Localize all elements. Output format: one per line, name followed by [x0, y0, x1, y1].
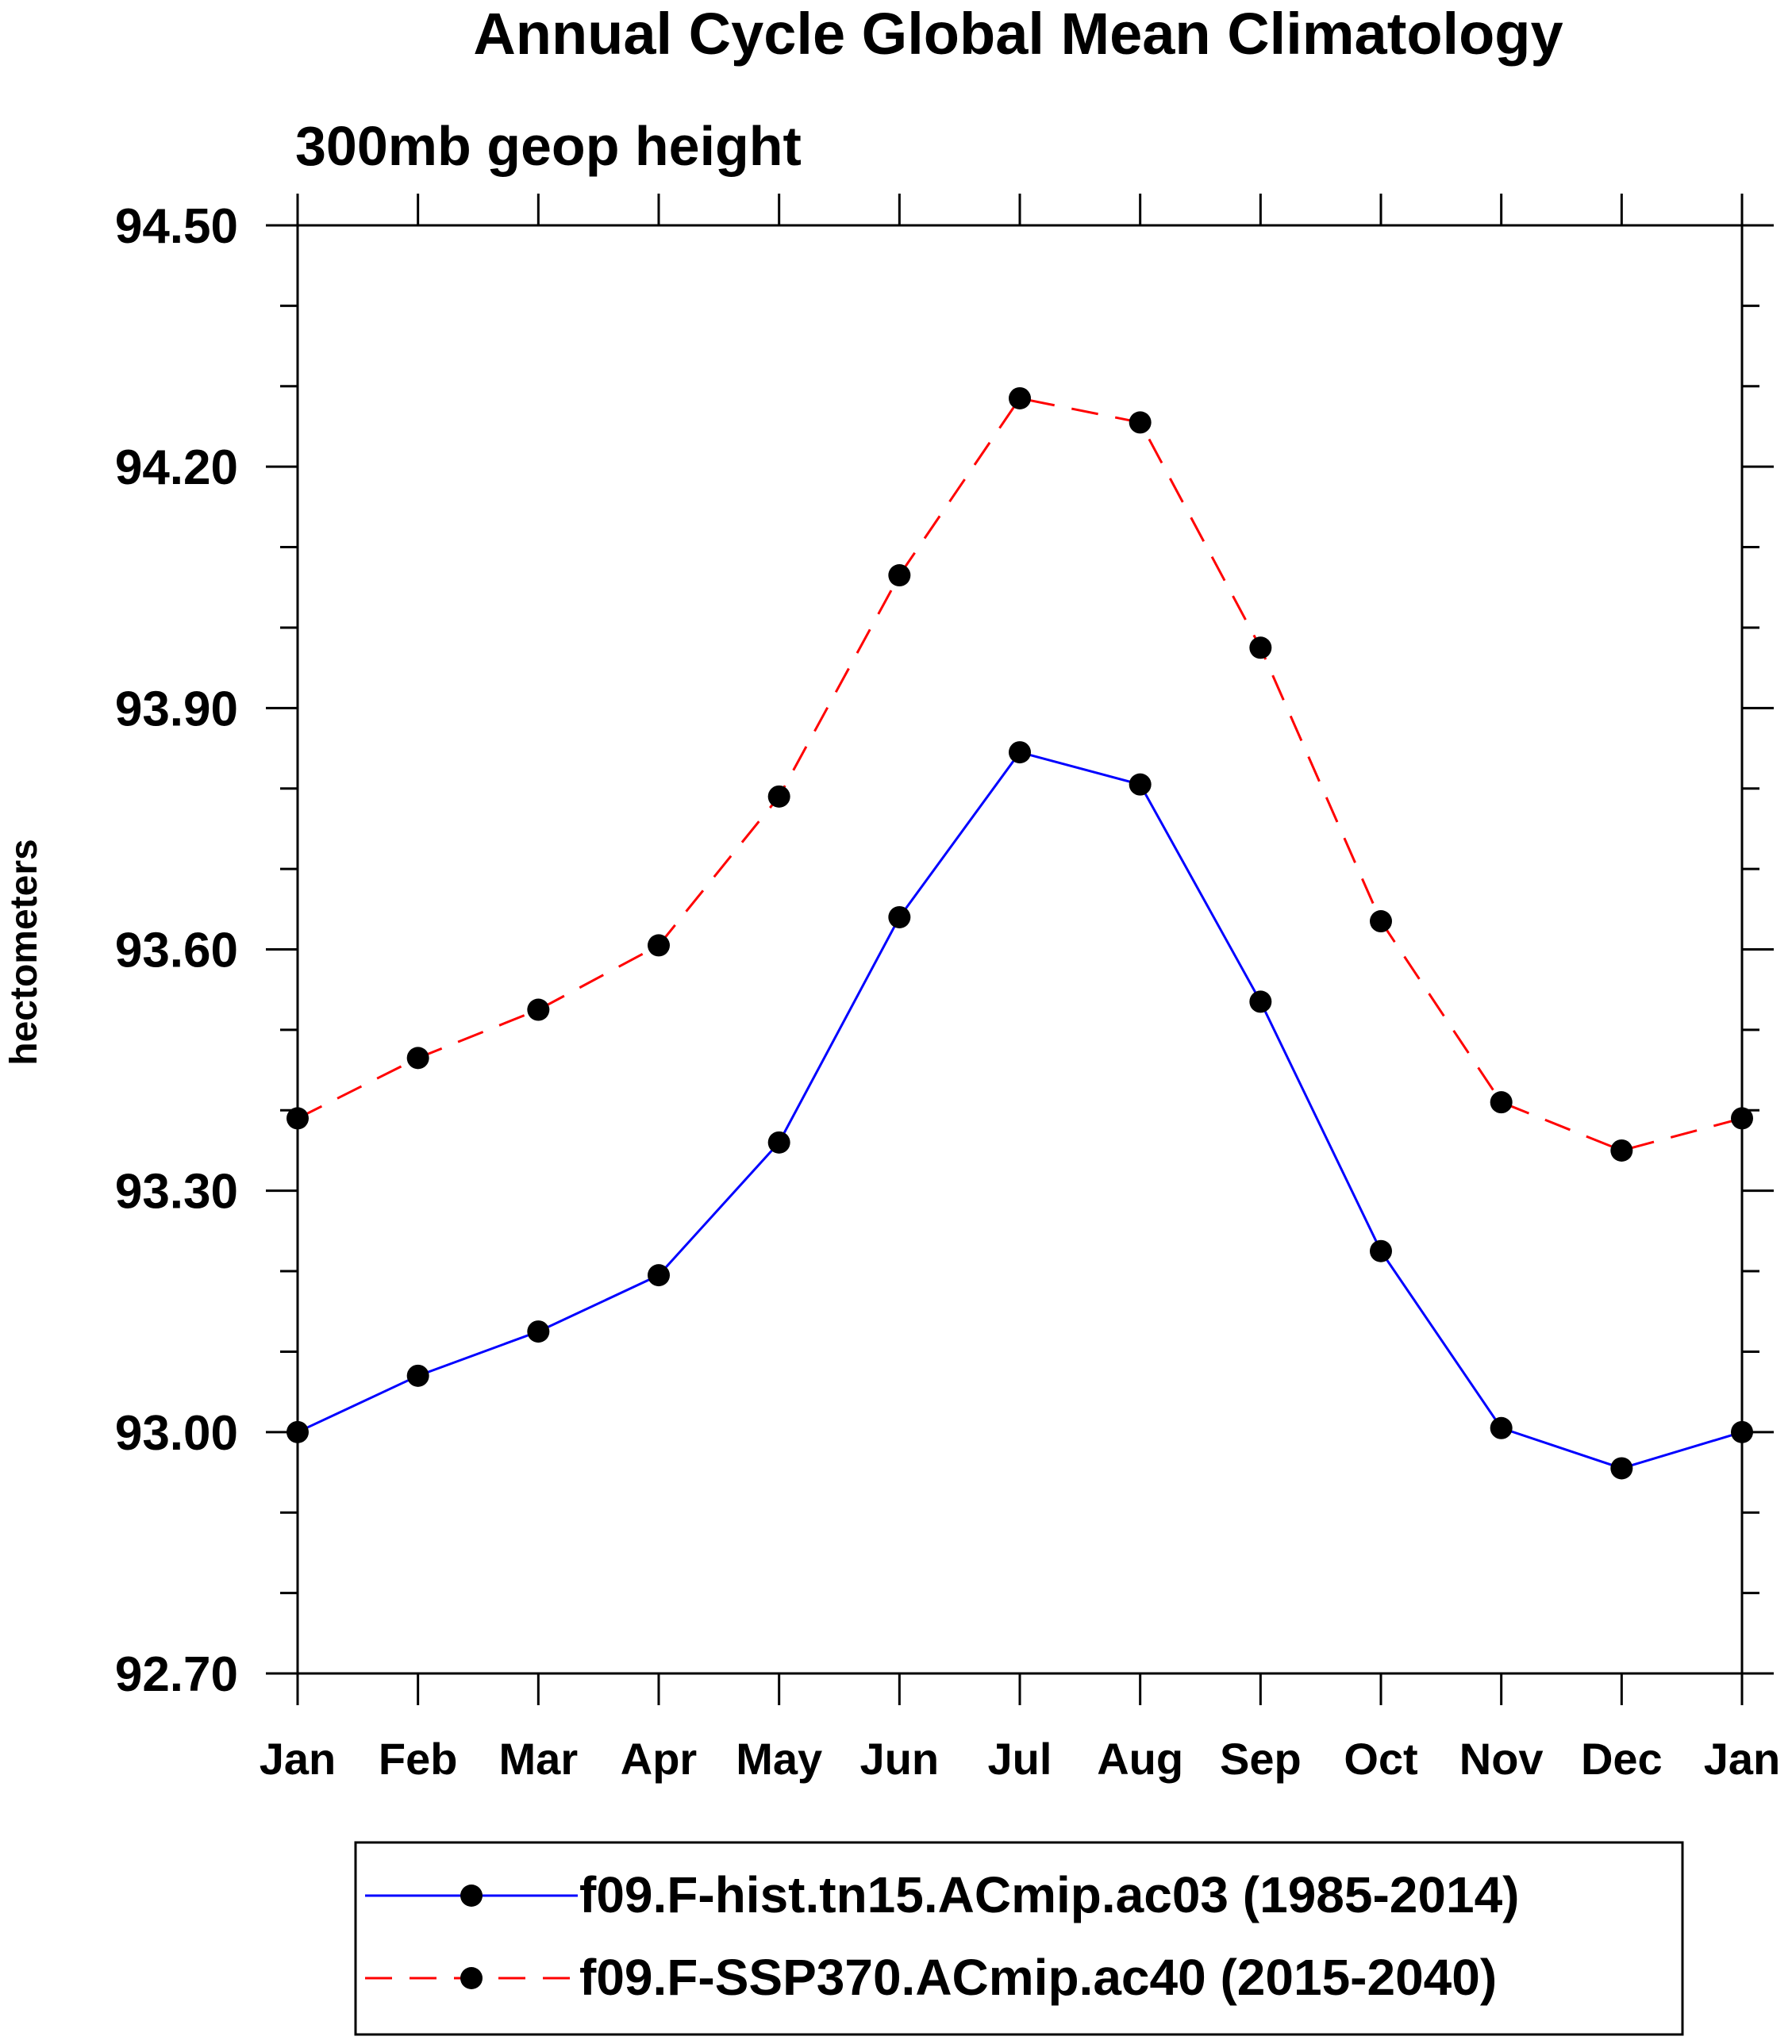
chart-subtitle: 300mb geop height	[295, 115, 802, 177]
data-point	[1490, 1416, 1513, 1439]
y-tick-label: 94.50	[115, 199, 238, 254]
data-point	[767, 1131, 790, 1154]
x-tick-label: Dec	[1581, 1734, 1663, 1784]
data-point	[1129, 411, 1152, 434]
x-tick-label: Feb	[379, 1734, 458, 1784]
chart-title: Annual Cycle Global Mean Climatology	[473, 1, 1563, 67]
x-tick-label: Apr	[621, 1734, 697, 1784]
x-tick-label: Sep	[1220, 1734, 1302, 1784]
legend-label-ssp370: f09.F-SSP370.ACmip.ac40 (2015-2040)	[579, 1949, 1497, 2006]
data-point	[767, 785, 790, 808]
x-tick-label: May	[736, 1734, 822, 1784]
x-tick-label: Oct	[1344, 1734, 1417, 1784]
legend-box	[354, 1841, 1684, 2036]
x-tick-label: Mar	[499, 1734, 579, 1784]
x-tick-label: Jul	[988, 1734, 1052, 1784]
data-point	[1610, 1457, 1633, 1480]
data-point	[1009, 386, 1031, 409]
legend-marker-ssp370	[460, 1967, 483, 1989]
legend-marker-hist	[460, 1885, 483, 1907]
y-tick-label: 93.00	[115, 1406, 238, 1461]
y-tick-label: 94.20	[115, 440, 238, 495]
data-point	[406, 1364, 429, 1387]
data-point	[888, 905, 911, 928]
data-point	[648, 1264, 670, 1287]
x-tick-label: Jun	[860, 1734, 940, 1784]
data-point	[1009, 741, 1031, 764]
data-point	[406, 1047, 429, 1070]
data-point	[1490, 1091, 1513, 1114]
legend-label-hist: f09.F-hist.tn15.ACmip.ac03 (1985-2014)	[579, 1866, 1519, 1923]
data-point	[1610, 1139, 1633, 1162]
x-tick-label: Jan	[1704, 1734, 1781, 1784]
data-point	[1129, 773, 1152, 796]
data-point	[1249, 990, 1272, 1013]
y-tick-label: 93.60	[115, 924, 238, 978]
plot-frame	[296, 224, 1744, 1675]
series-layer	[286, 386, 1753, 1480]
data-point	[527, 998, 550, 1021]
data-point	[1249, 636, 1272, 659]
axis-ticks	[266, 194, 1774, 1705]
legend: f09.F-hist.tn15.ACmip.ac03 (1985-2014) f…	[354, 1841, 1684, 2036]
data-point	[888, 564, 911, 587]
x-tick-label: Nov	[1459, 1734, 1544, 1784]
data-point	[648, 934, 670, 957]
y-axis-label: hectometers	[3, 839, 45, 1065]
data-point	[1370, 910, 1392, 933]
data-point	[527, 1320, 550, 1343]
axis-tick-labels: Jan Feb Mar Apr May Jun Jul Aug Sep Oct Nov Dec Jan 9…	[115, 199, 1780, 1784]
data-point	[1370, 1239, 1392, 1262]
x-tick-label: Aug	[1097, 1734, 1183, 1784]
y-tick-label: 93.30	[115, 1165, 238, 1220]
y-tick-label: 93.90	[115, 682, 238, 736]
x-tick-label: Jan	[260, 1734, 336, 1784]
y-tick-label: 92.70	[115, 1647, 238, 1702]
